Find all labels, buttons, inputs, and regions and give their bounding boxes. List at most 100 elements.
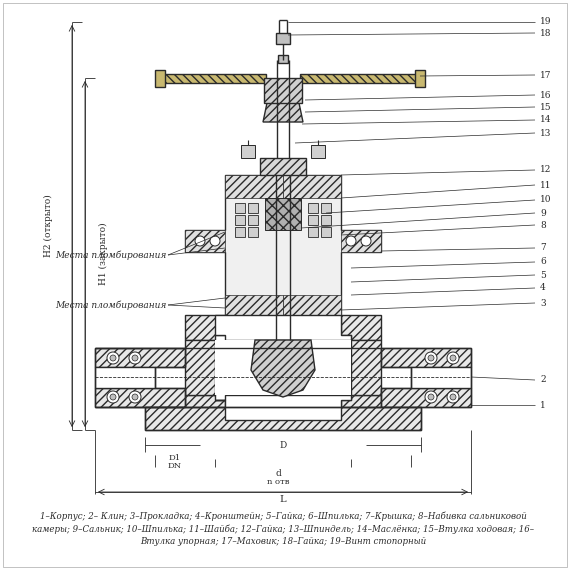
Text: D: D <box>279 441 287 450</box>
Text: 4: 4 <box>540 283 545 292</box>
Bar <box>248 203 258 213</box>
Polygon shape <box>95 348 185 367</box>
Circle shape <box>428 355 434 361</box>
Polygon shape <box>276 33 290 44</box>
Text: H2 (открыто): H2 (открыто) <box>43 194 52 258</box>
Circle shape <box>346 236 356 246</box>
Polygon shape <box>251 340 315 397</box>
Text: 1: 1 <box>540 401 545 409</box>
Polygon shape <box>155 70 165 87</box>
Circle shape <box>425 352 437 364</box>
Text: 19: 19 <box>540 18 552 26</box>
Bar <box>308 203 318 213</box>
Polygon shape <box>311 145 325 158</box>
Circle shape <box>450 394 456 400</box>
Polygon shape <box>263 103 303 122</box>
Polygon shape <box>260 158 306 175</box>
Polygon shape <box>351 340 381 395</box>
Polygon shape <box>185 315 225 340</box>
Polygon shape <box>265 198 301 230</box>
Polygon shape <box>341 315 381 340</box>
Text: Места пломбирования: Места пломбирования <box>56 250 167 260</box>
Text: 16: 16 <box>540 91 552 100</box>
Polygon shape <box>225 295 283 315</box>
Polygon shape <box>225 175 283 198</box>
Polygon shape <box>283 175 341 198</box>
Circle shape <box>110 394 116 400</box>
Text: D1: D1 <box>169 454 181 462</box>
Circle shape <box>132 355 138 361</box>
Bar <box>308 227 318 237</box>
Circle shape <box>195 236 205 246</box>
Circle shape <box>210 236 220 246</box>
Polygon shape <box>415 70 425 87</box>
Bar <box>235 227 245 237</box>
Bar <box>321 215 331 225</box>
Text: камеры; 9–Сальник; 10–Шпилька; 11–Шайба; 12–Гайка; 13–Шпиндель; 14–Маслёнка; 15–: камеры; 9–Сальник; 10–Шпилька; 11–Шайба;… <box>32 524 534 534</box>
Bar <box>248 227 258 237</box>
Text: d: d <box>275 470 281 478</box>
Polygon shape <box>278 55 288 63</box>
Text: 11: 11 <box>540 181 552 189</box>
Text: 8: 8 <box>540 221 545 230</box>
Polygon shape <box>95 367 155 388</box>
Text: 18: 18 <box>540 28 552 38</box>
Text: L: L <box>280 495 286 504</box>
Bar <box>308 215 318 225</box>
Text: Места пломбирования: Места пломбирования <box>56 300 167 310</box>
Bar <box>248 215 258 225</box>
Polygon shape <box>283 295 341 315</box>
Polygon shape <box>300 74 420 83</box>
Text: 2: 2 <box>540 376 545 385</box>
Polygon shape <box>341 230 381 252</box>
Polygon shape <box>185 230 225 252</box>
Polygon shape <box>160 74 266 83</box>
Polygon shape <box>215 340 351 395</box>
Text: DN: DN <box>168 462 182 470</box>
Text: 17: 17 <box>540 71 552 79</box>
Circle shape <box>450 355 456 361</box>
Polygon shape <box>215 315 351 340</box>
Text: 5: 5 <box>540 271 546 279</box>
Text: 10: 10 <box>540 196 552 205</box>
Bar <box>235 203 245 213</box>
Polygon shape <box>411 367 471 388</box>
Text: n отв: n отв <box>267 478 289 486</box>
Text: 13: 13 <box>540 128 551 137</box>
Text: H1 (закрыто): H1 (закрыто) <box>99 223 108 286</box>
Circle shape <box>428 394 434 400</box>
Polygon shape <box>185 340 215 395</box>
Text: 15: 15 <box>540 103 552 112</box>
Text: Втулка упорная; 17–Маховик; 18–Гайка; 19–Винт стопорный: Втулка упорная; 17–Маховик; 18–Гайка; 19… <box>140 538 426 547</box>
Circle shape <box>129 391 141 403</box>
Text: 6: 6 <box>540 258 545 267</box>
Polygon shape <box>341 395 381 420</box>
Circle shape <box>107 391 119 403</box>
Polygon shape <box>215 395 351 420</box>
Bar <box>235 215 245 225</box>
Circle shape <box>447 391 459 403</box>
Bar <box>321 203 331 213</box>
Circle shape <box>110 355 116 361</box>
Circle shape <box>425 391 437 403</box>
Text: 12: 12 <box>540 165 551 174</box>
Polygon shape <box>185 395 225 420</box>
Circle shape <box>129 352 141 364</box>
Circle shape <box>447 352 459 364</box>
Text: 9: 9 <box>540 209 545 218</box>
Polygon shape <box>381 388 471 407</box>
Polygon shape <box>145 407 421 430</box>
Polygon shape <box>95 388 185 407</box>
Polygon shape <box>185 175 381 315</box>
Circle shape <box>107 352 119 364</box>
Bar <box>321 227 331 237</box>
Text: 7: 7 <box>540 243 545 253</box>
Text: 1–Корпус; 2– Клин; 3–Прокладка; 4–Кронштейн; 5–Гайка; 6–Шпилька; 7–Крышка; 8–Наб: 1–Корпус; 2– Клин; 3–Прокладка; 4–Кроншт… <box>40 511 526 521</box>
Circle shape <box>132 394 138 400</box>
Polygon shape <box>381 348 471 367</box>
Circle shape <box>361 236 371 246</box>
Text: 14: 14 <box>540 116 552 124</box>
Polygon shape <box>241 145 255 158</box>
Text: 3: 3 <box>540 299 545 307</box>
Polygon shape <box>264 78 302 103</box>
